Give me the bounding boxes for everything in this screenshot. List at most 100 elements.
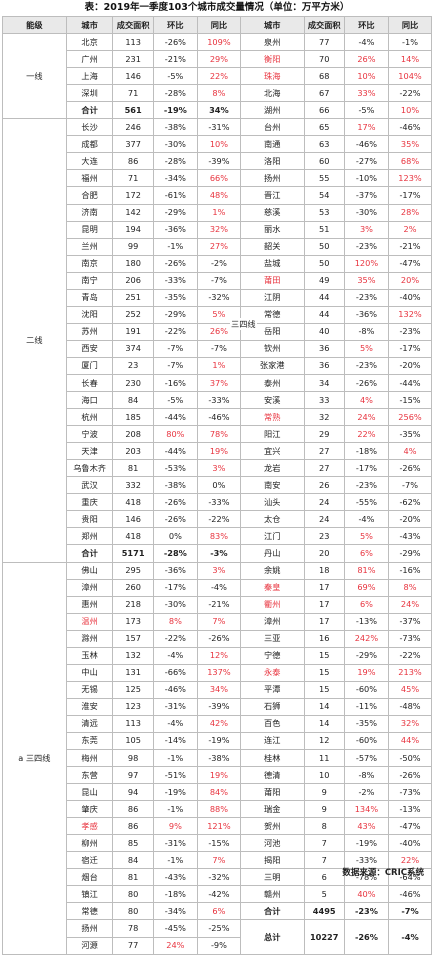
header-yoy-right: 同比 xyxy=(388,15,432,35)
table-row: 苏州 191 -22% 26% 岳阳 40 -8% -23% xyxy=(3,322,432,341)
city-name: 杭州 xyxy=(65,408,114,427)
right-mom-value: -18% xyxy=(343,442,390,461)
right-mom-value: 19% xyxy=(343,663,390,682)
city-name: 长沙 xyxy=(65,118,114,137)
right-city-name: 石狮 xyxy=(239,697,305,716)
right-yoy-value: -47% xyxy=(388,254,432,273)
right-city-name: 湖州 xyxy=(239,101,305,120)
yoy-value: -32% xyxy=(196,288,241,307)
city-name: 东营 xyxy=(65,766,114,785)
right-mom-value: -55% xyxy=(343,493,390,512)
area-value: 561 xyxy=(112,101,154,120)
area-value: 146 xyxy=(112,67,154,86)
mom-value: -46% xyxy=(152,680,198,699)
city-name: 昆明 xyxy=(65,220,114,239)
area-value: 97 xyxy=(112,766,154,785)
right-yoy-value: -37% xyxy=(388,612,432,631)
header-mom-right: 环比 xyxy=(343,15,390,35)
city-name: 青岛 xyxy=(65,288,114,307)
area-value: 230 xyxy=(112,373,154,393)
right-area-value: 26 xyxy=(303,476,345,495)
city-name: 长春 xyxy=(65,373,114,393)
yoy-value: 42% xyxy=(196,714,241,733)
tier-label: a 三四线 xyxy=(2,561,67,955)
grand-total-area: 10227 xyxy=(303,919,345,955)
yoy-value: 29% xyxy=(196,50,241,69)
yoy-value: -46% xyxy=(196,408,241,427)
yoy-value: 0% xyxy=(196,476,241,495)
table-row: a 三四线 佛山 295 -36% 3% 余姚 18 81% -16% xyxy=(2,561,432,955)
area-value: 418 xyxy=(112,527,154,546)
right-mom-value: -8% xyxy=(343,766,390,785)
right-mom-value: -23% xyxy=(343,902,390,921)
right-mom-value: 242% xyxy=(343,629,390,648)
table-row: 济南 142 -29% 1% 慈溪 53 -30% 28% xyxy=(3,203,432,222)
right-city-name: 余姚 xyxy=(239,561,305,580)
right-mom-value: -36% xyxy=(343,305,390,324)
right-mom-value: -27% xyxy=(343,152,390,171)
right-mom-value: -60% xyxy=(343,731,390,751)
right-mom-value: 4% xyxy=(343,391,390,410)
right-city-name: 常熟 xyxy=(239,408,305,427)
right-yoy-value: -26% xyxy=(388,766,432,785)
right-area-value: 44 xyxy=(303,288,345,307)
right-mom-value: 81% xyxy=(343,561,390,580)
area-value: 105 xyxy=(112,731,154,751)
table-row: 二线 长沙 246 -38% -31% 台州 65 17% -46% xyxy=(2,118,432,563)
right-mom-value: -30% xyxy=(343,203,390,222)
right-city-name: 南安 xyxy=(239,476,305,495)
mom-value: -14% xyxy=(152,731,198,751)
header-row: 能级 城市 成交面积 环比 同比 城市 成交面积 环比 同比 xyxy=(2,15,432,35)
yoy-value: 109% xyxy=(196,33,241,52)
right-yoy-value: -23% xyxy=(388,322,432,341)
table-row: 海口 84 -5% -33% 安溪 33 4% -15% xyxy=(3,391,432,410)
header-city: 城市 xyxy=(65,15,114,35)
yoy-value: -42% xyxy=(196,885,241,904)
right-yoy-value: 10% xyxy=(388,101,432,120)
yoy-value: -7% xyxy=(196,339,241,358)
right-city-name: 宁德 xyxy=(239,646,305,665)
right-area-value: 55 xyxy=(303,169,345,188)
table-row: 上海 146 -5% 22% 珠海 68 10% 104% xyxy=(3,67,432,86)
area-value: 194 xyxy=(112,220,154,239)
tier-label: 一线 xyxy=(2,33,67,120)
area-value: 142 xyxy=(112,203,154,222)
mom-value: -28% xyxy=(152,152,198,171)
city-name: 天津 xyxy=(65,442,114,461)
right-yoy-value: -13% xyxy=(388,800,432,819)
right-yoy-value: -20% xyxy=(388,510,432,529)
yoy-value: 7% xyxy=(196,612,241,631)
right-city-name: 百色 xyxy=(239,714,305,733)
city-name: 肇庆 xyxy=(65,800,114,819)
mom-value: -29% xyxy=(152,305,198,324)
table-row: 南宁 206 -33% -7% 莆田 49 35% 20% xyxy=(3,271,432,290)
yoy-value: 27% xyxy=(196,237,241,256)
area-value: 80 xyxy=(112,902,154,921)
area-value: 94 xyxy=(112,783,154,802)
mom-value: -38% xyxy=(152,476,198,495)
right-city-name: 衢州 xyxy=(239,595,305,614)
area-value: 86 xyxy=(112,817,154,836)
yoy-value: -39% xyxy=(196,697,241,716)
city-name: 孝感 xyxy=(65,817,114,836)
right-area-value: 16 xyxy=(303,629,345,648)
table-row: 天津 203 -44% 19% 宜兴 27 -18% 4% xyxy=(3,442,432,461)
mom-value: 24% xyxy=(152,936,198,955)
right-city-name: 莆田 xyxy=(239,271,305,290)
grand-total-label: 总计 xyxy=(239,919,305,955)
mom-value: -16% xyxy=(152,373,198,393)
mom-value: -5% xyxy=(152,67,198,86)
right-city-name: 揭阳 xyxy=(239,851,305,870)
mom-value: -26% xyxy=(152,254,198,273)
right-yoy-value: -21% xyxy=(388,237,432,256)
right-mom-value: -23% xyxy=(343,476,390,495)
yoy-value: -33% xyxy=(196,391,241,410)
city-name: 广州 xyxy=(65,50,114,69)
area-value: 131 xyxy=(112,663,154,682)
city-name: 北京 xyxy=(65,33,114,52)
right-mom-value: -57% xyxy=(343,749,390,768)
right-mom-value: 22% xyxy=(343,425,390,444)
table-row: 重庆 418 -26% -33% 汕头 24 -55% -62% xyxy=(3,493,432,512)
right-area-value: 12 xyxy=(303,731,345,751)
right-area-value: 9 xyxy=(303,800,345,819)
